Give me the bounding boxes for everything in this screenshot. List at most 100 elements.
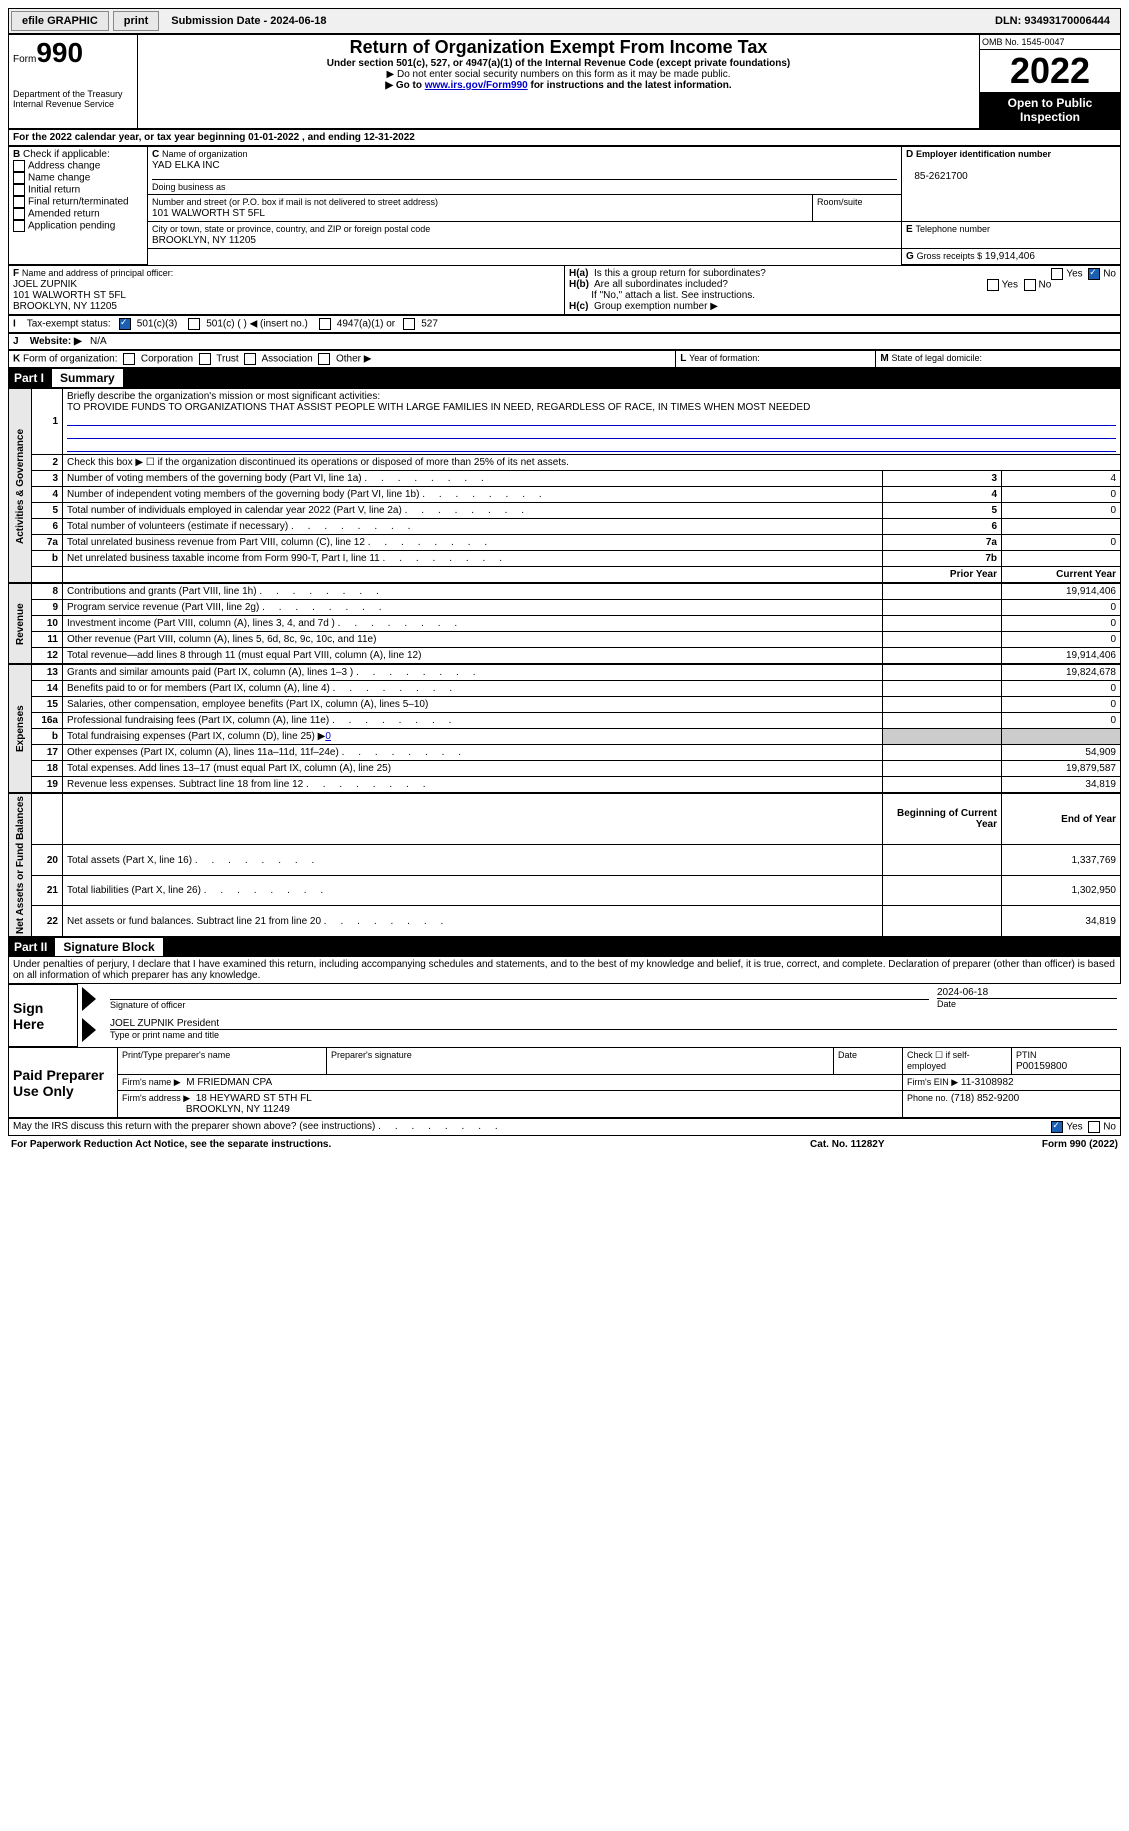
fundraising-link[interactable]: 0 xyxy=(325,731,331,742)
topbar: efile GRAPHIC print Submission Date - 20… xyxy=(8,8,1121,34)
chk-address[interactable] xyxy=(13,160,25,172)
chk-4947[interactable] xyxy=(319,318,331,330)
goto-pre: ▶ Go to xyxy=(385,80,424,91)
org-city: BROOKLYN, NY 11205 xyxy=(152,235,256,246)
col-end: End of Year xyxy=(1002,794,1121,845)
firm-name-label: Firm's name ▶ xyxy=(122,1077,181,1087)
hb-no[interactable] xyxy=(1024,279,1036,291)
sign-here-label: Sign Here xyxy=(9,985,78,1047)
form-title: Return of Organization Exempt From Incom… xyxy=(142,37,975,58)
org-address: 101 WALWORTH ST 5FL xyxy=(152,208,265,219)
paperwork-notice: For Paperwork Reduction Act Notice, see … xyxy=(10,1138,757,1151)
sidelabel-revenue: Revenue xyxy=(9,584,32,664)
mission-text: TO PROVIDE FUNDS TO ORGANIZATIONS THAT A… xyxy=(67,402,810,413)
chk-pending[interactable] xyxy=(13,220,25,232)
chk-501c[interactable] xyxy=(188,318,200,330)
hb-yes[interactable] xyxy=(987,279,999,291)
chk-assoc[interactable] xyxy=(244,353,256,365)
cat-no: Cat. No. 11282Y xyxy=(759,1138,936,1151)
part-2-header: Part IISignature Block xyxy=(8,937,1121,957)
may-no[interactable] xyxy=(1088,1121,1100,1133)
chk-amended[interactable] xyxy=(13,208,25,220)
prep-sig-label: Preparer's signature xyxy=(331,1050,412,1060)
i-label: Tax-exempt status: xyxy=(27,319,111,330)
phone: (718) 852-9200 xyxy=(951,1093,1019,1104)
sidelabel-expenses: Expenses xyxy=(9,665,32,793)
prep-date-label: Date xyxy=(838,1050,857,1060)
ha-no[interactable] xyxy=(1088,268,1100,280)
ptin: P00159800 xyxy=(1016,1061,1067,1072)
officer-addr2: BROOKLYN, NY 11205 xyxy=(13,301,117,312)
chk-final[interactable] xyxy=(13,196,25,208)
firm-ein: 11-3108982 xyxy=(961,1077,1014,1088)
city-label: City or town, state or province, country… xyxy=(152,224,430,234)
m-label: State of legal domicile: xyxy=(891,353,982,363)
chk-corp[interactable] xyxy=(123,353,135,365)
g-label: Gross receipts $ xyxy=(917,251,983,261)
form-word: Form xyxy=(13,54,36,65)
chk-527[interactable] xyxy=(403,318,415,330)
print-button[interactable]: print xyxy=(113,11,159,31)
b-label: Check if applicable: xyxy=(23,149,110,160)
open-to-public: Open to Public Inspection xyxy=(980,92,1120,128)
j-label: Website: ▶ xyxy=(30,336,82,347)
col-beginning: Beginning of Current Year xyxy=(883,794,1002,845)
firm-ein-label: Firm's EIN ▶ xyxy=(907,1077,958,1087)
sidelabel-net: Net Assets or Fund Balances xyxy=(9,794,32,937)
firm-addr1: 18 HEYWARD ST 5TH FL xyxy=(196,1093,312,1104)
k-label: Form of organization: xyxy=(23,354,118,365)
dept-treasury: Department of the Treasury xyxy=(13,89,133,99)
arrow-icon-2 xyxy=(82,1018,96,1042)
officer-name-title: JOEL ZUPNIK President xyxy=(110,1018,1117,1029)
website: N/A xyxy=(90,336,107,347)
hb-note: If "No," attach a list. See instructions… xyxy=(591,290,755,301)
hc-text: Group exemption number ▶ xyxy=(594,301,718,312)
omb: OMB No. 1545-0047 xyxy=(980,35,1120,50)
chk-trust[interactable] xyxy=(199,353,211,365)
may-yes[interactable] xyxy=(1051,1121,1063,1133)
dba-label: Doing business as xyxy=(152,179,897,192)
form-number: 990 xyxy=(36,37,83,68)
ha-text: Is this a group return for subordinates? xyxy=(594,268,766,279)
gross-receipts: 19,914,406 xyxy=(985,251,1035,262)
form-subtitle-1: Under section 501(c), 527, or 4947(a)(1)… xyxy=(142,58,975,69)
check-if: Check ☐ if self-employed xyxy=(903,1048,1012,1075)
c-name-label: Name of organization xyxy=(162,149,248,159)
date-label: Date xyxy=(937,998,1117,1009)
mission-label: Briefly describe the organization's miss… xyxy=(67,391,380,402)
hb-text: Are all subordinates included? xyxy=(594,279,728,290)
chk-name[interactable] xyxy=(13,172,25,184)
ptin-label: PTIN xyxy=(1016,1050,1037,1060)
summary-table: Activities & Governance 1 Briefly descri… xyxy=(8,388,1121,583)
officer-name: JOEL ZUPNIK xyxy=(13,279,77,290)
col-current: Current Year xyxy=(1002,567,1121,583)
d-label: Employer identification number xyxy=(916,149,1051,159)
form-header: Form990 Department of the Treasury Inter… xyxy=(8,34,1121,129)
l-label: Year of formation: xyxy=(689,353,760,363)
paid-preparer-label: Paid Preparer Use Only xyxy=(9,1048,118,1118)
firm-addr-label: Firm's address ▶ xyxy=(122,1093,190,1103)
chk-other[interactable] xyxy=(318,353,330,365)
room-label: Room/suite xyxy=(813,195,902,222)
irs-label: Internal Revenue Service xyxy=(13,99,133,109)
firm-name: M FRIEDMAN CPA xyxy=(186,1077,272,1088)
phone-label: Phone no. xyxy=(907,1093,948,1103)
dln: DLN: 93493170006444 xyxy=(985,12,1120,30)
efile-button[interactable]: efile GRAPHIC xyxy=(11,11,109,31)
part-1-header: Part ISummary xyxy=(8,368,1121,388)
col-prior: Prior Year xyxy=(883,567,1002,583)
sig-officer-label: Signature of officer xyxy=(110,1000,185,1010)
firm-addr2: BROOKLYN, NY 11249 xyxy=(186,1104,290,1115)
arrow-icon xyxy=(82,987,96,1011)
ha-yes[interactable] xyxy=(1051,268,1063,280)
form-subtitle-2: ▶ Do not enter social security numbers o… xyxy=(142,69,975,80)
e-label: Telephone number xyxy=(915,224,990,234)
chk-initial[interactable] xyxy=(13,184,25,196)
chk-501c3[interactable] xyxy=(119,318,131,330)
addr-label: Number and street (or P.O. box if mail i… xyxy=(152,197,438,207)
tax-year: 2022 xyxy=(980,50,1120,92)
prep-name-label: Print/Type preparer's name xyxy=(122,1050,230,1060)
irs-link[interactable]: www.irs.gov/Form990 xyxy=(425,80,528,91)
line-a: For the 2022 calendar year, or tax year … xyxy=(9,130,1121,146)
goto-post: for instructions and the latest informat… xyxy=(528,80,732,91)
